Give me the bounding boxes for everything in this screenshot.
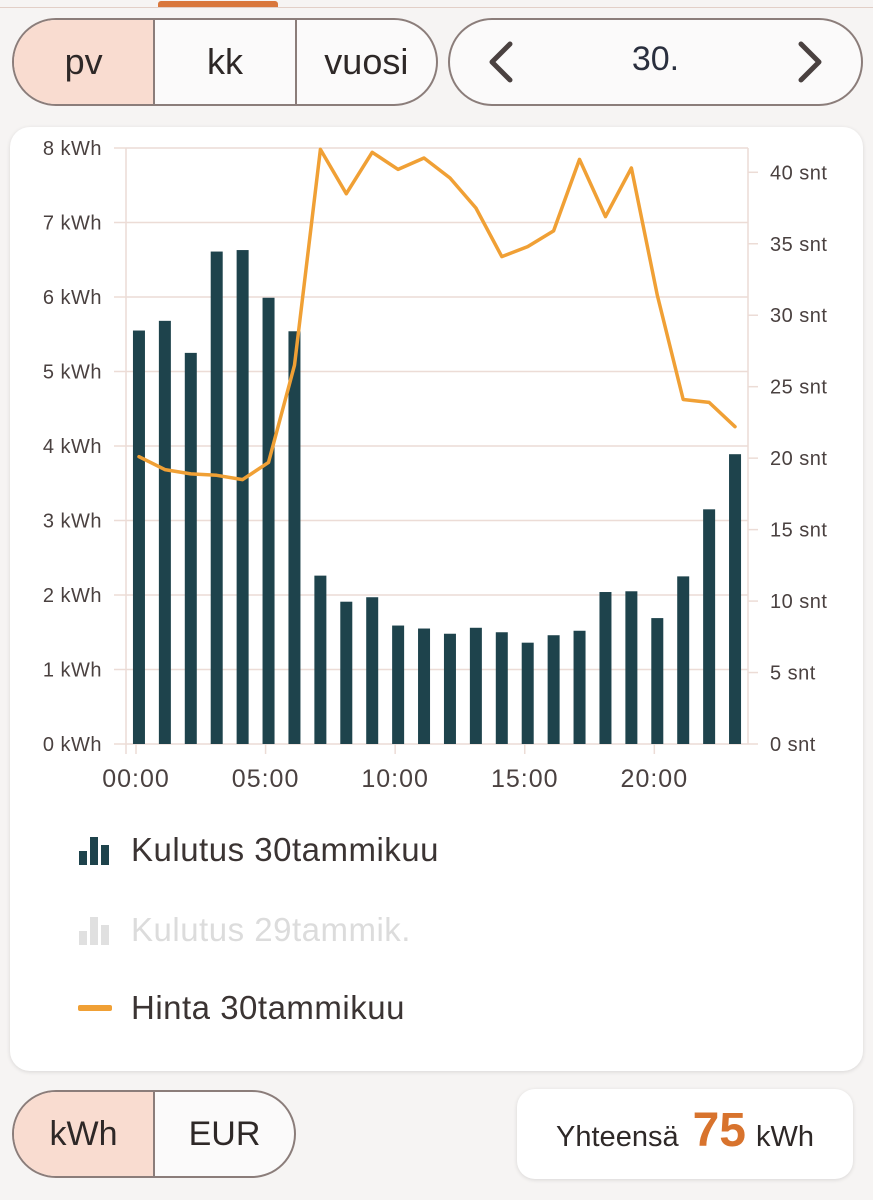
x-tick-label: 10:00 [361, 765, 429, 793]
y-right-tick-label: 10 snt [770, 591, 827, 613]
y-left-tick-label: 2 kWh [43, 585, 102, 607]
consumption-bar [495, 632, 508, 744]
x-tick-label: 20:00 [621, 765, 689, 793]
consumption-bar [132, 330, 145, 744]
x-tick-label: 05:00 [232, 765, 300, 793]
legend-item-price-today[interactable]: Hinta 30tammikuu [78, 988, 405, 1028]
consumption-bar [366, 597, 379, 744]
consumption-bar [418, 628, 431, 744]
consumption-bar [651, 618, 664, 744]
y-left-tick-label: 1 kWh [43, 660, 102, 682]
consumption-bar [314, 575, 327, 744]
consumption-bar [521, 642, 534, 744]
period-option-month[interactable]: kk [153, 20, 294, 104]
chevron-left-icon[interactable] [480, 38, 524, 86]
y-right-tick-label: 0 snt [770, 734, 816, 756]
consumption-bar [573, 630, 586, 744]
legend-label: Hinta 30tammikuu [131, 989, 405, 1026]
line-icon [78, 1005, 112, 1011]
chart-card: 0 kWh 1 kWh 2 kWh 3 kWh 4 kWh 5 kWh 6 kWh 7 kWh… [10, 127, 863, 1071]
unit-option-eur[interactable]: EUR [153, 1092, 294, 1176]
unit-option-kwh[interactable]: kWh [14, 1092, 153, 1176]
bar-chart-icon [79, 837, 109, 865]
y-right-tick-label: 40 snt [770, 162, 827, 184]
total-summary: Yhteensä 75 kWh [517, 1089, 853, 1179]
x-tick-label: 00:00 [102, 765, 170, 793]
y-left-tick-label: 3 kWh [43, 511, 102, 533]
bar-chart-icon [79, 917, 109, 945]
period-selector: pv kk vuosi [12, 18, 438, 106]
y-right-tick-label: 30 snt [770, 305, 827, 327]
y-left-tick-label: 5 kWh [43, 362, 102, 384]
period-option-year[interactable]: vuosi [294, 20, 436, 104]
y-left-tick-label: 4 kWh [43, 436, 102, 458]
y-left-tick-label: 0 kWh [43, 734, 102, 756]
consumption-bar [729, 454, 742, 744]
legend-item-consumption-yesterday[interactable]: Kulutus 29tammik. [78, 910, 411, 950]
y-left-tick-label: 8 kWh [43, 138, 102, 160]
total-label: Yhteensä [556, 1121, 679, 1153]
y-right-tick-label: 25 snt [770, 377, 827, 399]
consumption-bar [547, 635, 560, 744]
consumption-bar [599, 592, 612, 744]
y-right-tick-label: 20 snt [770, 448, 827, 470]
x-tick-label: 15:00 [491, 765, 559, 793]
y-right-tick-label: 5 snt [770, 663, 816, 685]
consumption-bar [262, 297, 275, 744]
y-right-tick-label: 35 snt [770, 234, 827, 256]
consumption-bar [210, 251, 223, 744]
legend-label: Kulutus 29tammik. [131, 911, 411, 948]
consumption-bar [443, 633, 456, 744]
active-tab-indicator [158, 1, 278, 7]
total-unit: kWh [755, 1121, 814, 1153]
consumption-bar [625, 591, 638, 744]
y-left-tick-label: 6 kWh [43, 287, 102, 309]
price-line [137, 147, 737, 482]
y-left-tick-label: 7 kWh [43, 213, 102, 235]
consumption-bar [184, 352, 197, 744]
chevron-right-icon[interactable] [787, 38, 831, 86]
consumption-price-chart: 0 kWh 1 kWh 2 kWh 3 kWh 4 kWh 5 kWh 6 kWh 7 kWh… [43, 138, 827, 793]
current-date-label: 30. [631, 40, 680, 78]
consumption-bar [392, 625, 405, 744]
consumption-bar [288, 331, 301, 744]
date-navigator: 30. [448, 18, 863, 106]
legend-item-consumption-today[interactable]: Kulutus 30tammikuu [78, 830, 439, 870]
consumption-bar [158, 320, 171, 744]
period-option-day[interactable]: pv [14, 20, 154, 104]
top-divider [0, 0, 873, 8]
unit-selector: kWh EUR [12, 1090, 296, 1178]
consumption-bar [677, 576, 690, 744]
total-value: 75 [692, 1104, 746, 1157]
consumption-bar [236, 250, 249, 744]
consumption-bar [703, 509, 716, 744]
legend-label: Kulutus 30tammikuu [131, 831, 439, 868]
consumption-bar [340, 601, 353, 744]
y-right-tick-label: 15 snt [770, 520, 827, 542]
consumption-bar [469, 627, 482, 744]
